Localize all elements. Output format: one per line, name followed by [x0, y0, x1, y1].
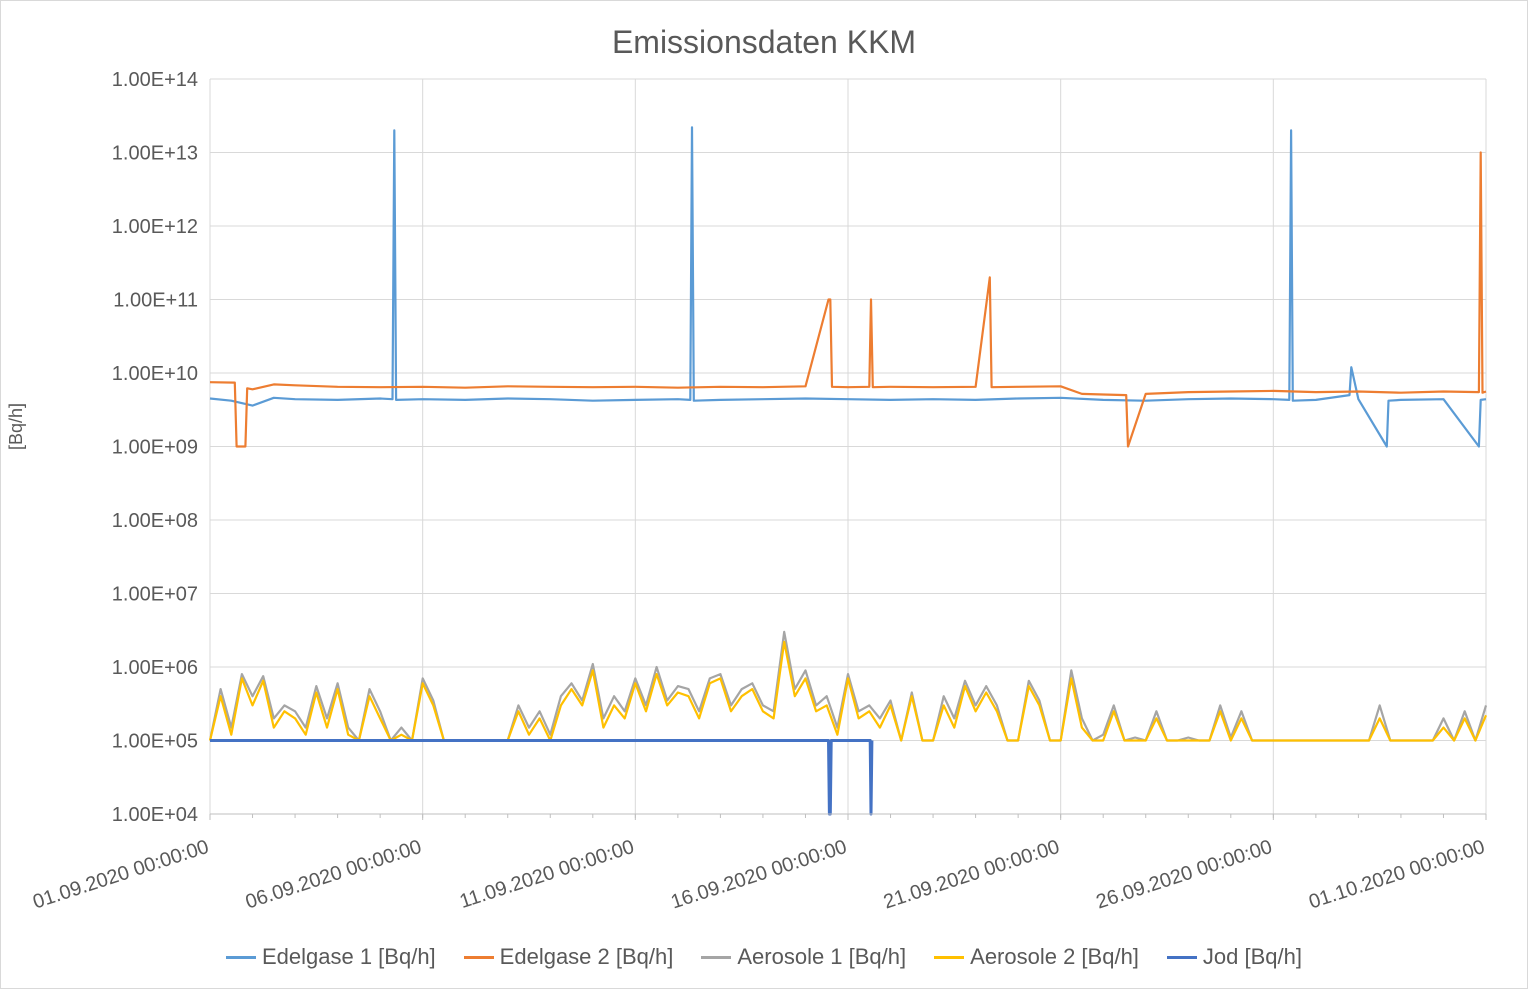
x-tick-label: 26.09.2020 00:00:00: [1094, 836, 1275, 914]
y-tick-label: 1.00E+11: [113, 290, 198, 312]
y-tick-label: 1.00E+04: [112, 804, 198, 826]
legend-swatch: [463, 955, 494, 959]
series-line-1: [209, 126, 1487, 448]
y-tick-label: 1.00E+07: [112, 584, 198, 606]
chart-title: Emissionsdaten KKM: [611, 24, 917, 60]
axes: [209, 813, 1487, 820]
legend-swatch: [225, 955, 256, 959]
legend-label: Jod [Bq/h]: [1202, 944, 1302, 969]
y-tick-labels: 1.00E+04 1.00E+05 1.00E+06 1.00E+07 1.00E+08…: [112, 69, 198, 826]
legend-item: Edelgase 2 [Bq/h]: [463, 944, 674, 970]
legend-item: Edelgase 1 [Bq/h]: [225, 944, 436, 970]
legend-label: Edelgase 2 [Bq/h]: [499, 944, 674, 969]
legend-swatch: [934, 955, 965, 959]
x-tick-label: 06.09.2020 00:00:00: [243, 836, 424, 914]
y-tick-label: 1.00E+06: [112, 657, 198, 679]
legend-label: Aerosole 1 [Bq/h]: [737, 944, 907, 969]
y-tick-label: 1.00E+13: [112, 143, 198, 165]
grid-lines: [209, 78, 1487, 815]
legend-label: Aerosole 2 [Bq/h]: [970, 944, 1139, 969]
y-tick-label: 1.00E+10: [112, 363, 198, 385]
x-tick-label: 21.09.2020 00:00:00: [881, 836, 1062, 914]
legend-item: Jod [Bq/h]: [1166, 944, 1302, 970]
legend-item: Aerosole 1 [Bq/h]: [701, 944, 906, 970]
legend-item: Aerosole 2 [Bq/h]: [934, 944, 1139, 970]
series-layer: [208, 126, 1488, 816]
series-line-2: [209, 151, 1487, 448]
series-line-5: [210, 739, 874, 816]
legend: Edelgase 1 [Bq/h] Edelgase 2 [Bq/h] Aeroso…: [0, 944, 1528, 970]
y-tick-label: 1.00E+05: [112, 731, 198, 753]
series-line-4: [208, 640, 1488, 742]
y-tick-label: 1.00E+08: [112, 510, 198, 532]
x-tick-label: 01.09.2020 00:00:00: [30, 836, 211, 914]
legend-swatch: [1166, 955, 1197, 959]
y-tick-label: 1.00E+09: [112, 437, 198, 459]
y-tick-label: 1.00E+14: [112, 69, 198, 91]
legend-swatch: [701, 955, 732, 959]
x-tick-labels: 01.09.2020 00:00:00 06.09.2020 00:00:00 11…: [30, 836, 1487, 914]
x-tick-label: 01.10.2020 00:00:00: [1306, 836, 1487, 914]
legend-label: Edelgase 1 [Bq/h]: [261, 944, 436, 969]
x-tick-label: 16.09.2020 00:00:00: [668, 836, 849, 914]
y-tick-label: 1.00E+12: [112, 216, 198, 238]
x-tick-label: 11.09.2020 00:00:00: [457, 836, 637, 913]
